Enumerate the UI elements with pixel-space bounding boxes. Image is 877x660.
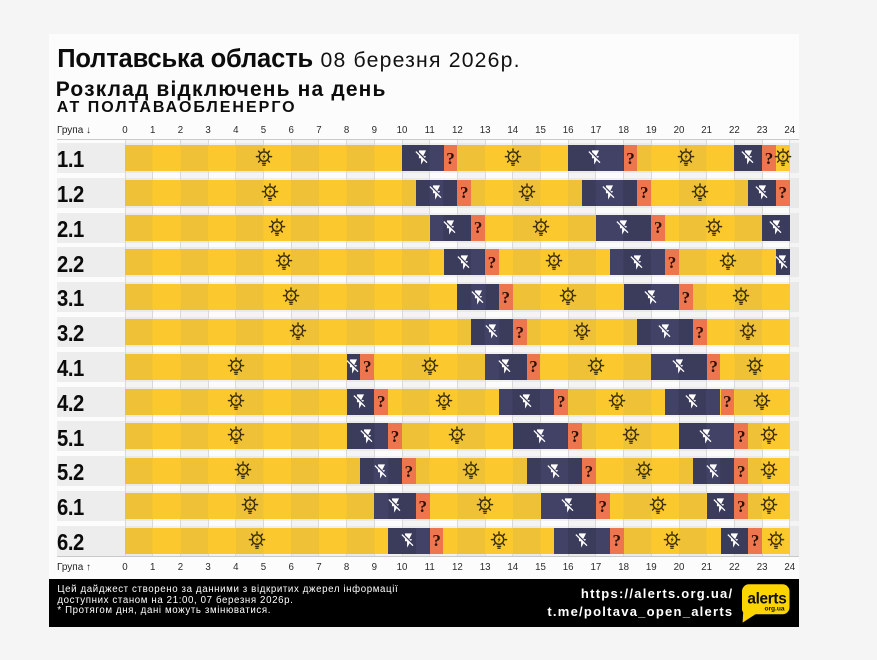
svg-text:alerts: alerts bbox=[747, 590, 786, 607]
svg-text:org.ua: org.ua bbox=[764, 605, 784, 612]
